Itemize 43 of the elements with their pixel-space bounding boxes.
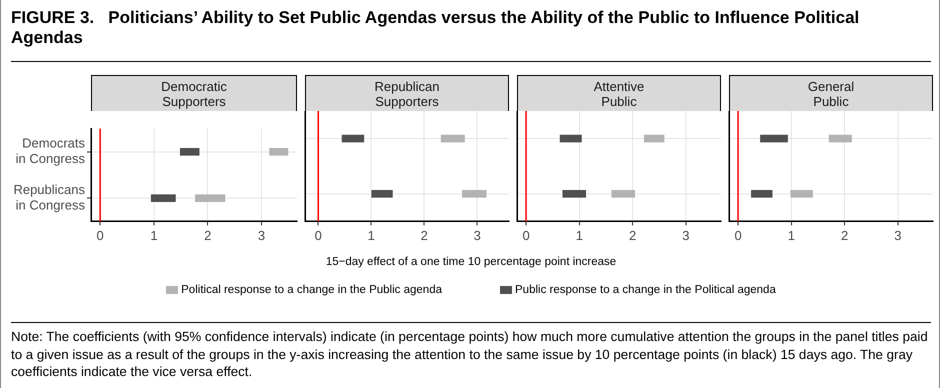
x-tick-label: 0 bbox=[96, 228, 104, 243]
x-axis-title: 15−day effect of a one time 10 percentage point increase bbox=[324, 256, 618, 268]
chart-title: Democratic Supporters bbox=[161, 78, 227, 108]
bar bbox=[611, 190, 636, 198]
caption: FIGURE 3. Politicians’ Ability to Set Public Agendas versus the Ability of the Public to Influence Political Agendas bbox=[11, 8, 860, 48]
x-tick-label: 0 bbox=[522, 228, 530, 243]
x-tick-label: 0 bbox=[314, 228, 322, 243]
bar bbox=[760, 134, 788, 142]
bar bbox=[562, 190, 586, 198]
bar bbox=[371, 190, 393, 198]
bar bbox=[560, 134, 582, 142]
x-tick-label: 1 bbox=[788, 228, 795, 243]
x-tick-label: 1 bbox=[150, 228, 158, 243]
text: Note: The coefficients (with 95% confidence intervals) indicate (in percentage points) how much more cumulative attention the groups in the panel titles paid to a given issue as a result of the groups in the y-axis increasing the attention to the same issue by 10 percentage points (in black) 15 days ago. The gray coefficients indicate the vice versa effect. bbox=[11, 328, 929, 380]
bar bbox=[462, 190, 487, 198]
bar bbox=[440, 134, 465, 142]
x-tick-label: 2 bbox=[204, 228, 212, 243]
x-tick-label: 3 bbox=[682, 228, 690, 243]
bar bbox=[644, 134, 664, 142]
legend-label: Political response to a change in the Public agenda bbox=[181, 284, 442, 296]
x-tick-label: 3 bbox=[258, 228, 266, 243]
x-tick-label: 2 bbox=[840, 228, 848, 243]
x-tick-label: 2 bbox=[420, 228, 428, 243]
y-tick-label: Democrats in Congress bbox=[16, 136, 86, 166]
chart-title: Attentive Public bbox=[594, 78, 644, 108]
x-tick-label: 1 bbox=[576, 228, 583, 243]
bar bbox=[195, 194, 226, 202]
x-tick-label: 3 bbox=[474, 228, 481, 243]
bar bbox=[751, 190, 772, 198]
x-tick-label: 3 bbox=[894, 228, 902, 243]
bar bbox=[269, 148, 288, 156]
legend-label: Public response to a change in the Political agenda bbox=[515, 284, 776, 296]
bar bbox=[342, 134, 364, 142]
bar bbox=[828, 134, 852, 142]
bar bbox=[150, 194, 176, 202]
chart-title: General Public bbox=[808, 78, 854, 108]
bar bbox=[790, 190, 813, 198]
x-tick-label: 0 bbox=[734, 228, 742, 243]
y-tick-label: Republicans in Congress bbox=[13, 182, 86, 213]
bar bbox=[180, 148, 200, 156]
x-tick-label: 1 bbox=[368, 228, 375, 243]
x-tick-label: 2 bbox=[628, 228, 636, 243]
chart-title: Republican Supporters bbox=[374, 78, 440, 108]
